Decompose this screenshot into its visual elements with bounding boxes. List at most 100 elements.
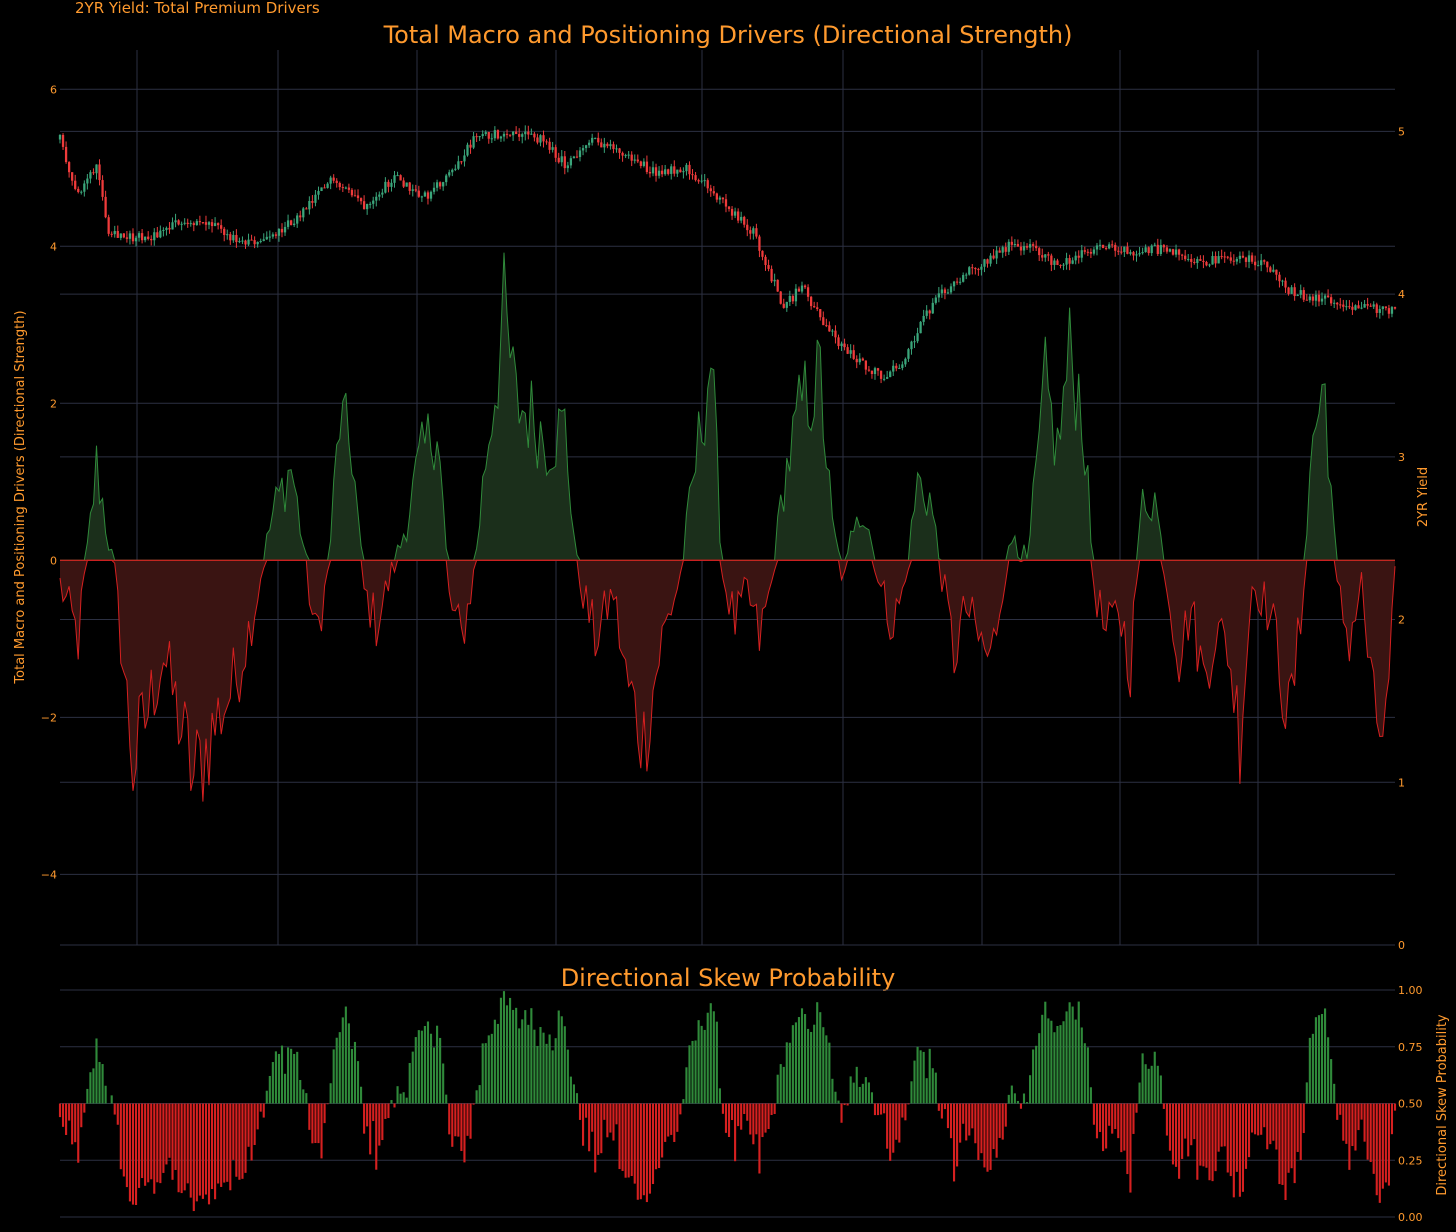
- candle-body: [204, 222, 208, 225]
- candle-body: [515, 131, 518, 135]
- skew-bar: [846, 1103, 849, 1106]
- skew-bar: [1035, 1045, 1038, 1104]
- skew-bar: [609, 1103, 612, 1133]
- candle-body: [1080, 250, 1083, 258]
- skew-bar: [393, 1103, 396, 1108]
- candle-body: [511, 131, 515, 136]
- candle-body: [1354, 305, 1357, 310]
- candle-body: [113, 231, 116, 235]
- candle-body: [654, 167, 658, 176]
- skew-bar: [776, 1074, 779, 1104]
- candle-body: [1384, 306, 1388, 309]
- candle-body: [201, 222, 205, 224]
- skew-bar: [940, 1103, 943, 1119]
- candle-body: [1284, 280, 1287, 288]
- skew-bar: [290, 1048, 293, 1104]
- top-left-axis-label: Total Macro and Positioning Drivers (Dir…: [13, 310, 28, 684]
- skew-bar: [557, 1010, 560, 1104]
- candle-body: [864, 360, 868, 370]
- skew-bar: [1047, 1018, 1050, 1104]
- skew-bar: [378, 1103, 381, 1146]
- skew-bar: [329, 1083, 332, 1104]
- skew-bar: [1378, 1103, 1381, 1203]
- skew-bar: [697, 1020, 700, 1104]
- candle-body: [992, 255, 995, 259]
- candle-body: [800, 285, 804, 292]
- candle-body: [58, 134, 62, 140]
- candle-body: [873, 368, 877, 375]
- candle-body: [806, 287, 810, 297]
- bottom-right-axis-ticks: 1.00 0.75 0.50 0.25 0.00: [1398, 984, 1423, 1224]
- candle-body: [317, 191, 320, 195]
- skew-bar: [727, 1103, 731, 1137]
- candle-body: [749, 230, 752, 234]
- skew-bar: [253, 1103, 256, 1146]
- candle-body: [475, 136, 478, 138]
- skew-bar: [578, 1103, 582, 1120]
- candle-body: [968, 267, 971, 275]
- candle-body: [606, 143, 609, 147]
- skew-bar: [925, 1078, 928, 1104]
- candle-body: [381, 192, 384, 195]
- candle-body: [277, 228, 281, 236]
- candle-body: [755, 228, 758, 237]
- candle-body: [481, 134, 484, 137]
- skew-bar: [1001, 1103, 1004, 1140]
- candle-body: [670, 166, 673, 174]
- candle-body: [1190, 258, 1193, 262]
- candle-body: [110, 233, 113, 235]
- candle-body: [1086, 251, 1089, 253]
- candle-body: [1071, 260, 1074, 264]
- bottom-panel-title: Directional Skew Probability: [561, 964, 896, 992]
- skew-bar: [1162, 1103, 1165, 1109]
- candle-body: [356, 195, 360, 199]
- skew-bar: [1372, 1103, 1375, 1174]
- candle-body: [524, 131, 527, 135]
- candle-body: [794, 288, 798, 302]
- candle-body: [1031, 244, 1035, 246]
- skew-bar: [256, 1103, 259, 1130]
- candle-body: [293, 223, 296, 226]
- skew-bar: [296, 1051, 299, 1104]
- candle-body: [657, 170, 661, 176]
- skew-bar: [1217, 1103, 1220, 1152]
- candle-body: [390, 182, 393, 187]
- skew-bar: [1323, 1008, 1327, 1104]
- candle-body: [958, 281, 962, 283]
- candle-body: [296, 215, 299, 224]
- skew-bar: [682, 1099, 685, 1104]
- skew-bar: [104, 1085, 107, 1104]
- candle-body: [429, 191, 433, 199]
- skew-bar: [648, 1103, 652, 1194]
- candle-body: [791, 295, 795, 302]
- candle-body: [694, 175, 697, 181]
- skew-bar: [436, 1025, 439, 1104]
- skew-bar: [101, 1064, 104, 1104]
- candle-body: [572, 156, 576, 159]
- skew-bar: [274, 1051, 277, 1104]
- skew-bar: [1032, 1049, 1035, 1104]
- top-left-tick-label: −4: [41, 868, 57, 881]
- candle-body: [1041, 255, 1044, 258]
- skew-bar: [679, 1103, 682, 1115]
- skew-bar: [229, 1103, 232, 1191]
- top-left-tick-label: 2: [50, 397, 57, 410]
- candle-body: [919, 321, 922, 334]
- top-right-tick-label: 5: [1398, 125, 1405, 138]
- candle-body: [682, 171, 685, 173]
- skew-bar: [1086, 1047, 1089, 1104]
- skew-bar: [493, 1019, 496, 1104]
- skew-bar: [487, 1035, 490, 1104]
- skew-bar: [1062, 1021, 1065, 1104]
- skew-bar: [189, 1103, 192, 1198]
- candle-body: [387, 181, 390, 187]
- skew-bar: [366, 1103, 369, 1127]
- candle-body: [809, 296, 813, 307]
- candle-body: [837, 337, 840, 347]
- top-left-axis-ticks: 6 4 2 0 −2 −4: [41, 83, 57, 881]
- skew-bar: [965, 1103, 968, 1141]
- candle-body: [779, 291, 782, 304]
- candle-body: [466, 144, 469, 156]
- candle-body: [676, 169, 679, 174]
- skew-bar: [1196, 1103, 1199, 1180]
